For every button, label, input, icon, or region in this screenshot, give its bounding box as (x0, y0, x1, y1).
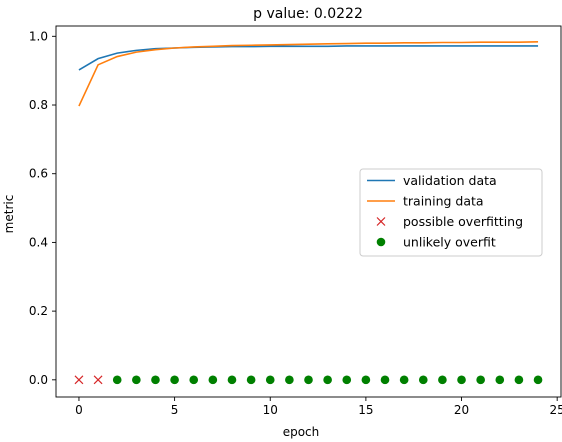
legend-x-marker (376, 217, 386, 226)
point-unlikely-overfit (304, 375, 313, 385)
chart-title: p value: 0.0222 (253, 6, 363, 22)
x-tick-label: 20 (454, 403, 469, 417)
point-unlikely-overfit (342, 375, 352, 385)
point-unlikely-overfit (533, 375, 543, 385)
point-unlikely-overfit (151, 375, 160, 385)
legend-box (359, 168, 543, 257)
y-tick-label: 0.8 (29, 98, 48, 112)
point-unlikely-overfit (132, 375, 141, 385)
x-tick-label: 25 (550, 403, 562, 417)
point-unlikely-overfit (285, 375, 294, 385)
legend: validation data training data possible ove… (359, 168, 543, 257)
point-unlikely-overfit (208, 375, 218, 385)
point-unlikely-overfit (399, 375, 409, 385)
point-unlikely-overfit (246, 375, 256, 385)
y-tick-label: 0.4 (29, 235, 48, 249)
y-tick-label: 0.0 (29, 373, 48, 387)
point-unlikely-overfit (438, 375, 447, 385)
x-tick-label: 5 (171, 403, 179, 417)
point-possible-overfitting (74, 375, 84, 385)
point-unlikely-overfit (380, 375, 390, 385)
point-unlikely-overfit (361, 375, 371, 385)
point-unlikely-overfit (227, 375, 237, 385)
series-line-training-data (78, 41, 539, 107)
y-tick-label: 1.0 (29, 29, 48, 43)
legend-label: unlikely overfit (403, 235, 496, 250)
point-unlikely-overfit (418, 375, 428, 385)
y-axis-label: metric (2, 195, 16, 234)
point-unlikely-overfit (457, 375, 466, 385)
point-unlikely-overfit (189, 375, 199, 385)
point-unlikely-overfit (170, 375, 179, 385)
point-unlikely-overfit (495, 375, 505, 385)
legend-label: possible overfitting (403, 214, 523, 229)
point-unlikely-overfit (514, 375, 524, 385)
point-unlikely-overfit (476, 375, 485, 385)
legend-label: training data (403, 194, 484, 209)
y-tick-label: 0.2 (29, 304, 48, 318)
plot-frame (55, 25, 562, 398)
y-tick-label: 0.6 (29, 167, 48, 181)
x-tick-label: 15 (358, 403, 373, 417)
series-line-validation-data (78, 45, 539, 71)
point-unlikely-overfit (265, 375, 275, 385)
legend-label: validation data (403, 173, 497, 188)
x-tick-label: 0 (75, 403, 83, 417)
legend-circle-marker (376, 237, 386, 247)
point-possible-overfitting (93, 375, 103, 385)
x-tick-label: 10 (263, 403, 278, 417)
plot-area (74, 41, 543, 385)
x-axis-label: epoch (283, 425, 320, 439)
point-unlikely-overfit (112, 375, 122, 385)
point-unlikely-overfit (323, 375, 332, 385)
axis-ticks: 0 5 10 15 20 25 0.0 0.2 0.4 0.6 0.8 1.0 (29, 29, 562, 417)
